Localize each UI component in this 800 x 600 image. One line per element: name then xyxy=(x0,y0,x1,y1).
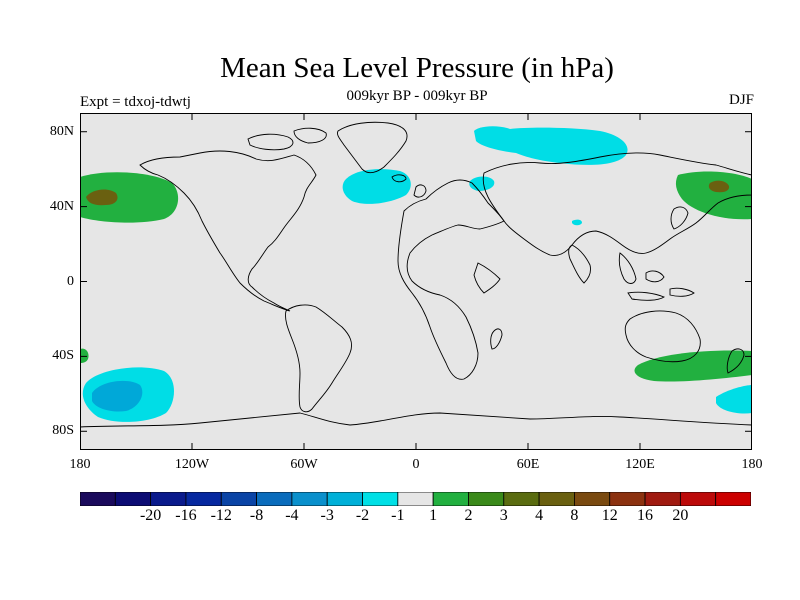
latitude-tick-label: 0 xyxy=(67,273,74,289)
longitude-tick-label: 120W xyxy=(174,457,210,472)
colorbar-cell xyxy=(574,492,611,506)
south-indian-pacific-positive-patch xyxy=(634,350,752,382)
europe-africa-coast xyxy=(397,179,505,380)
colorbar-label: -2 xyxy=(355,507,370,524)
colorbar-cell xyxy=(114,492,152,506)
axis-ticks xyxy=(80,113,752,450)
colorbar-cell xyxy=(362,492,399,506)
north-pacific-east-positive-patch xyxy=(675,171,752,220)
colorbar-cell xyxy=(220,492,257,506)
colorbar-cell xyxy=(468,492,505,506)
north-pacific-west-strong-patch xyxy=(86,189,118,206)
colorbar-label: 20 xyxy=(672,507,689,524)
madagascar-coast xyxy=(490,328,503,350)
central-asia-negative-patch xyxy=(572,219,582,226)
british-isles-coast xyxy=(391,174,427,198)
colorbar-label: -20 xyxy=(139,507,162,524)
longitude-tick-label: 60W xyxy=(290,457,318,472)
greenland-coast xyxy=(337,121,408,174)
north-pacific-east-strong-patch xyxy=(708,180,730,193)
colorbar-cell xyxy=(256,492,293,506)
colorbar-label: -4 xyxy=(285,507,299,524)
colorbar-cell xyxy=(326,492,363,506)
north-america-coast xyxy=(139,150,317,312)
horn-of-africa-coast xyxy=(473,262,501,294)
colorbar-cell xyxy=(503,492,540,506)
map-background xyxy=(80,113,752,450)
pressure-map xyxy=(80,113,752,450)
colorbar-label: -8 xyxy=(249,507,264,524)
colorbar-cell xyxy=(679,492,717,506)
south-pacific-left-edge-patch xyxy=(80,348,89,363)
colorbar-label: -12 xyxy=(210,507,232,524)
colorbar-cell xyxy=(609,492,646,506)
southern-ocean-negative-patch xyxy=(716,385,752,414)
arctic-negative-patch xyxy=(474,126,628,165)
colorbar-cell xyxy=(291,492,328,506)
colorbar-label: -16 xyxy=(175,507,197,524)
australia-coast xyxy=(624,310,701,363)
longitude-tick-label: 120E xyxy=(625,457,655,472)
colorbar-label: 1 xyxy=(429,507,438,524)
latitude-tick-label: 40S xyxy=(52,348,74,364)
latitude-tick-label: 80N xyxy=(49,123,74,139)
asia-coast xyxy=(482,152,752,256)
colorbar-label: 4 xyxy=(535,507,544,524)
south-america-coast xyxy=(285,304,353,413)
colorbar-cell xyxy=(185,492,222,506)
colorbar-label: -1 xyxy=(391,507,405,524)
southeast-asia-coast xyxy=(618,252,695,301)
north-pacific-west-positive-patch xyxy=(80,172,179,223)
anomaly-patches xyxy=(80,126,752,422)
longitude-tick-label: 180 xyxy=(69,457,91,472)
colorbar-label: 12 xyxy=(601,507,618,524)
india-coast xyxy=(568,244,591,284)
latitude-tick-label: 40N xyxy=(49,198,74,214)
colorbar-cell xyxy=(397,492,434,506)
experiment-label: Expt = tdxoj-tdwtj xyxy=(80,94,191,110)
colorbar-label: -3 xyxy=(320,507,334,524)
colorbar-label: 16 xyxy=(637,507,654,524)
colorbar-cell xyxy=(644,492,681,506)
colorbar-cell xyxy=(538,492,575,506)
colorbar-cells xyxy=(80,492,751,506)
coastlines xyxy=(80,121,752,428)
north-atlantic-negative-patch xyxy=(342,169,411,204)
colorbar-cell xyxy=(432,492,469,506)
colorbar-cell xyxy=(150,492,187,506)
antarctica-coast xyxy=(80,412,752,428)
map-title: Mean Sea Level Pressure (in hPa) xyxy=(220,52,614,84)
colorbar-cell xyxy=(80,492,116,506)
colorbar-label: 8 xyxy=(570,507,579,524)
new-zealand-coast xyxy=(726,348,745,374)
japan-coast xyxy=(670,206,689,230)
season-label: DJF xyxy=(728,92,754,108)
colorbar-label: 3 xyxy=(499,507,508,524)
colorbar-cell xyxy=(715,492,751,506)
arctic-islands-coast xyxy=(247,127,327,151)
longitude-tick-label: 180 xyxy=(741,457,763,472)
latitude-tick-label: 80S xyxy=(52,423,74,439)
map-subtitle: 009kyr BP - 009kyr BP xyxy=(346,88,488,104)
colorbar-label: 2 xyxy=(464,507,473,524)
longitude-tick-label: 0 xyxy=(412,457,420,472)
colorbar xyxy=(80,492,751,506)
south-pacific-strong-negative-patch xyxy=(92,380,143,412)
longitude-tick-label: 60E xyxy=(516,457,540,472)
